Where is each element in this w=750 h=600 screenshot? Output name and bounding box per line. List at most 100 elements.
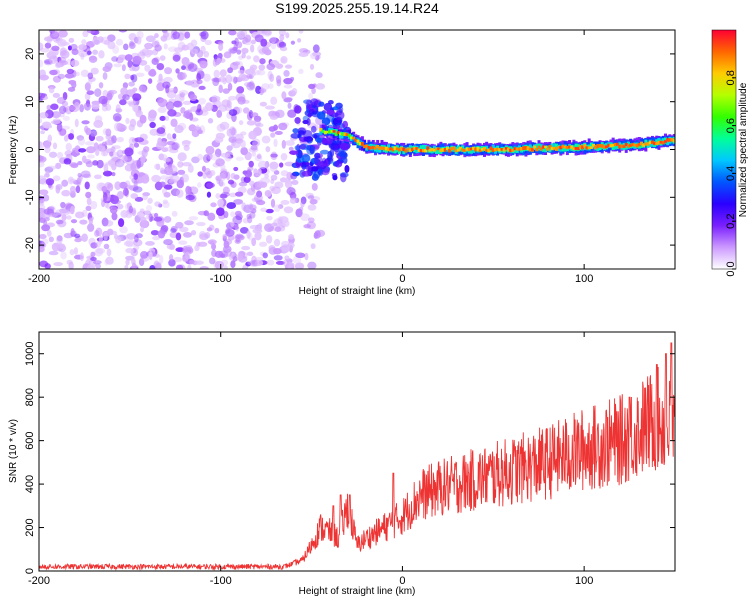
heatmap-cell <box>283 258 290 268</box>
heatmap-cell <box>307 195 315 200</box>
heatmap-cell <box>43 124 53 129</box>
heatmap-cell <box>101 186 108 193</box>
heatmap-cell <box>114 158 125 168</box>
heatmap-cell <box>187 164 194 173</box>
heatmap-cell <box>311 87 316 95</box>
ridge-cell <box>663 140 667 143</box>
ridge-cell <box>522 146 526 151</box>
heatmap-cell <box>162 81 171 89</box>
heatmap-cell <box>158 153 165 161</box>
heatmap-cell <box>262 30 273 37</box>
heatmap-cell <box>197 171 204 177</box>
heatmap-cell <box>184 251 191 260</box>
heatmap-cell <box>60 201 66 209</box>
heatmap-cell <box>137 51 146 60</box>
ridge-cell <box>546 147 550 151</box>
heatmap-cell <box>254 34 264 43</box>
ridge-cell <box>528 147 532 152</box>
heatmap-cell <box>190 230 197 236</box>
heatmap-cell <box>230 211 236 218</box>
heatmap-cell <box>238 253 244 262</box>
heatmap-cell <box>244 151 252 161</box>
heatmap-cell <box>163 157 171 162</box>
heatmap-cell <box>84 125 89 133</box>
heatmap-cell <box>207 212 216 221</box>
ridge-cell <box>583 144 587 148</box>
heatmap-cell <box>319 149 330 155</box>
heatmap-cell <box>292 128 299 134</box>
ridge-cell <box>637 142 641 147</box>
heatmap-cell <box>261 46 270 54</box>
heatmap-cell <box>81 39 87 45</box>
heatmap-cell <box>61 214 67 221</box>
heatmap-cell <box>61 179 69 187</box>
heatmap-cell <box>288 233 295 240</box>
heatmap-cell <box>191 156 200 164</box>
heatmap-cell <box>234 133 244 142</box>
heatmap-cell <box>248 160 254 168</box>
snr-x-tick-label: -200 <box>28 575 50 587</box>
ridge-cell <box>539 147 543 151</box>
heatmap-cell <box>246 230 251 239</box>
heatmap-cell <box>153 212 159 218</box>
heatmap-cell <box>159 175 170 180</box>
snr-x-ticks: -200 -100 0 100 <box>28 332 593 587</box>
heatmap-cell <box>250 144 258 151</box>
heatmap-cell <box>279 34 285 41</box>
snr-x-tick-label: 100 <box>575 575 593 587</box>
heatmap-cell <box>52 75 62 83</box>
heatmap-cell <box>196 182 202 188</box>
ridge-cell <box>620 144 624 148</box>
heatmap-cell <box>103 243 110 250</box>
ridge-cell <box>563 145 567 149</box>
heatmap-cell <box>159 181 166 188</box>
heatmap-cell <box>39 112 49 119</box>
heatmap-cell <box>49 55 58 65</box>
heatmap-cell <box>232 128 237 136</box>
ridge-cell <box>421 144 425 152</box>
heatmap-cell <box>113 63 122 68</box>
heatmap-cell <box>39 189 49 196</box>
heatmap-cell <box>139 208 145 214</box>
heatmap-cell <box>183 144 190 152</box>
heatmap-cell <box>327 150 333 161</box>
heatmap-cell <box>100 197 111 203</box>
heatmap-cell <box>291 87 298 96</box>
heatmap-cell <box>237 186 247 194</box>
heatmap-cell <box>197 241 208 247</box>
heatmap-cell <box>130 193 139 199</box>
ridge-cell <box>613 143 617 150</box>
ridge-cell <box>517 147 521 151</box>
heatmap-cell <box>98 50 105 59</box>
heatmap-cell <box>172 31 181 40</box>
heatmap-cell <box>300 213 310 221</box>
heatmap-cell <box>259 88 267 93</box>
heatmap-cell <box>98 95 108 105</box>
heatmap-cell <box>101 104 108 112</box>
heatmap-cell <box>102 192 108 201</box>
ridge-cell <box>559 145 563 150</box>
heatmap-cell <box>288 146 294 152</box>
heatmap-cell <box>262 252 268 259</box>
heatmap-cell <box>51 45 60 52</box>
heatmap-cell <box>333 144 342 149</box>
heatmap-cell <box>158 254 164 264</box>
heatmap-cell <box>185 185 191 195</box>
heatmap-cell <box>267 70 273 80</box>
heatmap-cell <box>265 146 271 153</box>
heatmap-cell <box>154 262 162 269</box>
ridge-cell <box>480 147 484 151</box>
snr-x-tick-label: -100 <box>210 575 232 587</box>
heatmap-cell <box>214 227 220 234</box>
snr-x-tick-label: 0 <box>399 575 405 587</box>
heatmap-cell <box>250 44 255 53</box>
heatmap-cell <box>232 215 243 225</box>
ridge-cell <box>526 146 530 151</box>
heatmap-cell <box>175 247 185 253</box>
heatmap-cell <box>148 251 153 260</box>
heatmap-cell <box>81 209 88 217</box>
heatmap-cell <box>156 141 165 150</box>
heatmap-cell <box>228 47 238 55</box>
heatmap-cell <box>273 255 283 261</box>
heatmap-cell <box>45 170 50 178</box>
